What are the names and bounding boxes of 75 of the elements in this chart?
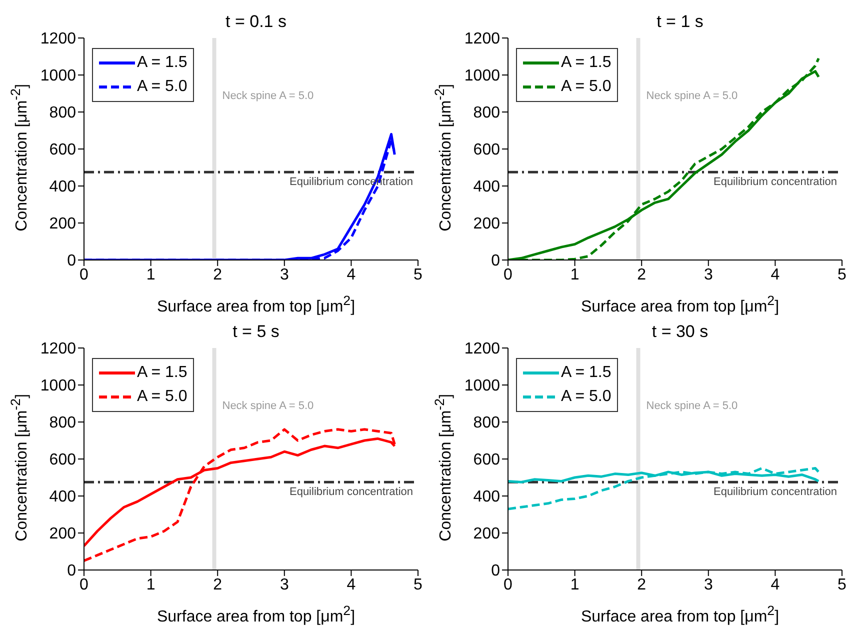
annotation: Neck spine A = 5.0	[646, 400, 738, 412]
x-tick-label: 3	[704, 266, 713, 284]
x-axis-title: Surface area from top [μm$^{2}$]	[156, 602, 356, 626]
x-tick-label: 0	[80, 576, 89, 594]
x-tick-label: 5	[414, 266, 423, 284]
legend-label: A = 1.5	[561, 364, 612, 382]
chart-title: t = 1 s	[656, 12, 704, 32]
ref-line-label: Equilibrium concentration	[289, 486, 413, 498]
y-tick-label: 1200	[464, 340, 500, 358]
y-tick-label: 1000	[40, 378, 76, 395]
y-tick-label: 0	[67, 562, 76, 580]
y-tick-label: 1000	[464, 68, 500, 85]
y-tick-label: 800	[49, 414, 76, 432]
x-tick-label: 4	[770, 266, 780, 284]
x-tick-label: 2	[213, 576, 222, 594]
legend-label: A = 1.5	[561, 54, 612, 72]
y-tick-label: 1200	[464, 30, 500, 48]
x-tick-label: 1	[146, 576, 156, 594]
x-axis-title: Surface area from top [μm$^{2}$]	[580, 292, 780, 316]
x-tick-label: 1	[570, 266, 580, 284]
y-tick-label: 800	[473, 414, 500, 432]
x-tick-label: 3	[280, 576, 289, 594]
x-tick-label: 5	[838, 576, 847, 594]
y-tick-label: 600	[49, 452, 76, 469]
y-tick-label: 0	[67, 252, 76, 270]
y-tick-label: 600	[473, 452, 500, 469]
x-tick-label: 2	[637, 576, 646, 594]
y-tick-label: 600	[473, 142, 500, 159]
x-tick-label: 1	[570, 576, 580, 594]
legend-label: A = 5.0	[137, 388, 188, 406]
y-tick-label: 400	[473, 488, 500, 506]
chart-title: t = 30 s	[650, 322, 710, 342]
legend-label: A = 5.0	[561, 78, 612, 96]
chart-title: t = 5 s	[232, 322, 280, 342]
y-tick-label: 0	[491, 562, 500, 580]
y-tick-label: 400	[49, 178, 76, 196]
x-tick-label: 4	[346, 576, 356, 594]
x-tick-label: 5	[838, 266, 847, 284]
x-axis-title: Surface area from top [μm$^{2}$]	[156, 292, 356, 316]
x-tick-label: 0	[504, 576, 513, 594]
x-tick-label: 2	[213, 266, 222, 284]
y-tick-label: 0	[491, 252, 500, 270]
legend-label: A = 1.5	[137, 54, 188, 72]
annotation: Neck spine A = 5.0	[222, 90, 314, 102]
legend-label: A = 1.5	[137, 364, 188, 382]
x-tick-label: 3	[280, 266, 289, 284]
x-tick-label: 0	[80, 266, 89, 284]
annotation: Neck spine A = 5.0	[222, 400, 314, 412]
y-tick-label: 1000	[40, 68, 76, 85]
y-tick-label: 200	[473, 216, 500, 233]
y-tick-label: 400	[473, 178, 500, 196]
legend-label: A = 5.0	[561, 388, 612, 406]
y-tick-label: 800	[49, 104, 76, 122]
x-tick-label: 1	[146, 266, 156, 284]
y-tick-label: 1000	[464, 378, 500, 395]
y-tick-label: 600	[49, 142, 76, 159]
x-tick-label: 0	[504, 266, 513, 284]
x-tick-label: 4	[346, 266, 356, 284]
ref-line-label: Equilibrium concentration	[713, 486, 837, 498]
x-tick-label: 3	[704, 576, 713, 594]
y-tick-label: 1200	[40, 30, 76, 48]
y-tick-label: 200	[473, 526, 500, 543]
x-axis-title: Surface area from top [μm$^{2}$]	[580, 602, 780, 626]
y-tick-label: 200	[49, 216, 76, 233]
x-tick-label: 5	[414, 576, 423, 594]
x-tick-label: 4	[770, 576, 780, 594]
y-tick-label: 1200	[40, 340, 76, 358]
y-tick-label: 200	[49, 526, 76, 543]
ref-line-label: Equilibrium concentration	[713, 176, 837, 188]
x-tick-label: 2	[637, 266, 646, 284]
y-tick-label: 400	[49, 488, 76, 506]
y-tick-label: 800	[473, 104, 500, 122]
annotation: Neck spine A = 5.0	[646, 90, 738, 102]
chart-title: t = 0.1 s	[224, 12, 288, 32]
legend-label: A = 5.0	[137, 78, 188, 96]
